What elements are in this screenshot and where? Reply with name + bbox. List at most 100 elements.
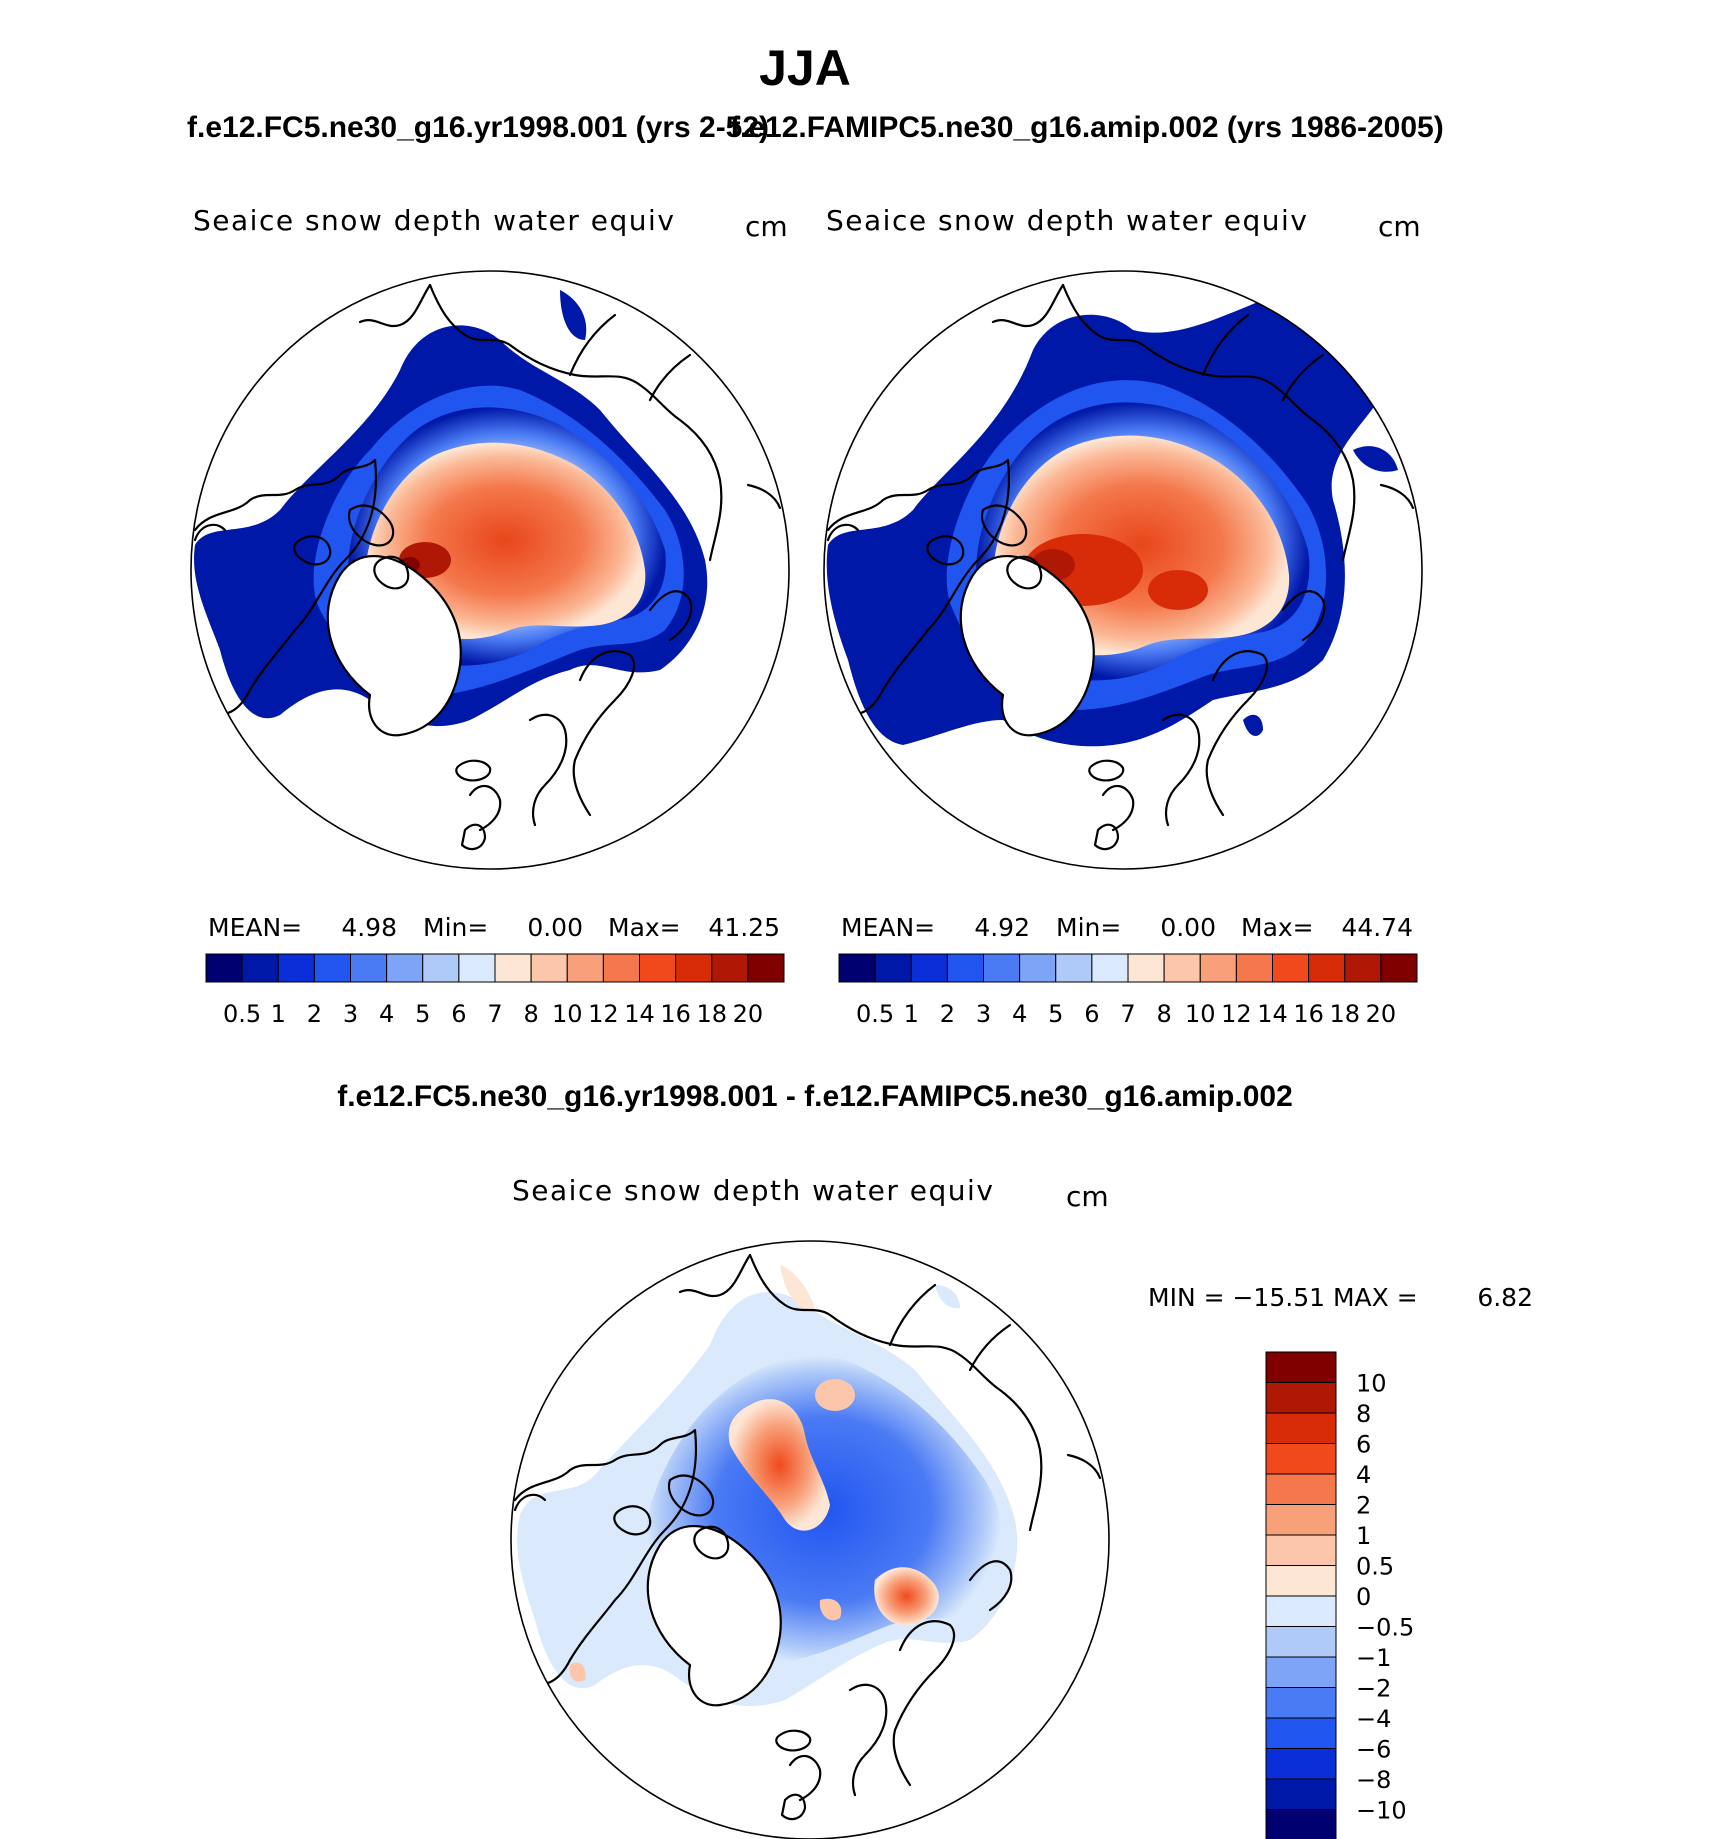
- panel1-colorbar-label: 0.5: [223, 1000, 261, 1028]
- panel-difference: Seaice snow depth water equiv cm MIN = −…: [510, 1174, 1533, 1839]
- panel2-colorbar-label: 0.5: [856, 1000, 894, 1028]
- panel1-colorbar-swatch: [602, 953, 640, 983]
- diff-colorbar-swatch: [1265, 1717, 1337, 1749]
- panel1-max-label: Max=: [608, 913, 681, 942]
- panel1-min-label: Min=: [423, 913, 488, 942]
- panel1-colorbar-swatch: [747, 953, 785, 983]
- panel2-colorbar-swatch: [1380, 953, 1418, 983]
- diff-colorbar-label: 1: [1356, 1522, 1371, 1550]
- panel2-colorbar-swatch: [1019, 953, 1057, 983]
- panel2-colorbar-swatch: [910, 953, 948, 983]
- diff-colorbar-label: 4: [1356, 1461, 1371, 1489]
- diff-colorbar-label: −10: [1356, 1797, 1407, 1825]
- diff-variable: Seaice snow depth water equiv: [512, 1174, 994, 1207]
- greenland-land: [647, 1526, 781, 1706]
- panel2-colorbar-swatch: [983, 953, 1021, 983]
- panel1-colorbar-swatch: [530, 953, 568, 983]
- diff-colorbar-swatch: [1265, 1778, 1337, 1810]
- diff-units: cm: [1066, 1180, 1109, 1213]
- panel1-colorbar-swatch: [386, 953, 424, 983]
- panel1-colorbar-label: 14: [624, 1000, 655, 1028]
- diff-colorbar-label: 2: [1356, 1492, 1371, 1520]
- panel1-colorbar-swatch: [639, 953, 677, 983]
- panel1-colorbar-label: 12: [588, 1000, 619, 1028]
- panel1-colorbar-label: 4: [379, 1000, 394, 1028]
- panel2-colorbar-label: 5: [1048, 1000, 1063, 1028]
- subtitle-left: f.e12.FC5.ne30_g16.yr1998.001 (yrs 2-52): [187, 111, 769, 144]
- greenland-land: [960, 556, 1094, 736]
- panel2-colorbar-label: 12: [1221, 1000, 1252, 1028]
- panel1-units: cm: [745, 210, 788, 243]
- panel1-mean-value: 4.98: [341, 913, 397, 942]
- diff-colorbar-label: −1: [1356, 1644, 1391, 1672]
- panel1-colorbar-label: 16: [660, 1000, 691, 1028]
- panel2-map: [823, 270, 1423, 870]
- panel2-map-boundary: [823, 270, 1423, 870]
- panel2-colorbar-label: 8: [1156, 1000, 1171, 1028]
- diff-colorbar-swatch: [1265, 1687, 1337, 1719]
- panel1-colorbar-label: 7: [487, 1000, 502, 1028]
- diff-colorbar-label: −2: [1356, 1675, 1391, 1703]
- panel1-colorbar-label: 6: [451, 1000, 466, 1028]
- panel2-colorbar-label: 20: [1366, 1000, 1397, 1028]
- panel1-mean-label: MEAN=: [208, 913, 302, 942]
- panel2-colorbar-swatch: [1163, 953, 1201, 983]
- diff-colorbar-swatch: [1265, 1473, 1337, 1505]
- panel2-colorbar-swatch: [1199, 953, 1237, 983]
- diff-colorbar-label: −8: [1356, 1766, 1391, 1794]
- panel1-colorbar-swatch: [494, 953, 532, 983]
- diff-colorbar-label: 0: [1356, 1583, 1371, 1611]
- diff-colorbar-swatch: [1265, 1443, 1337, 1475]
- diff-positive-barents: [874, 1567, 939, 1626]
- panel-model-2: Seaice snow depth water equiv cm MEAN= 4…: [823, 204, 1423, 1028]
- diff-max-value: 6.82: [1477, 1283, 1533, 1312]
- diff-colorbar-swatch: [1265, 1504, 1337, 1536]
- panel2-colorbar-label: 10: [1185, 1000, 1216, 1028]
- diff-positive-small: [819, 1598, 842, 1621]
- panel2-colorbar-swatch: [1308, 953, 1346, 983]
- panel2-colorbar-swatch: [1235, 953, 1273, 983]
- snow-depth-secondary-spot: [1148, 570, 1208, 610]
- diff-positive-central: [728, 1399, 830, 1531]
- panel1-variable: Seaice snow depth water equiv: [193, 204, 675, 237]
- diff-colorbar-swatch: [1265, 1382, 1337, 1414]
- panel1-min-value: 0.00: [527, 913, 583, 942]
- panel1-max-value: 41.25: [708, 913, 780, 942]
- diff-colorbar-swatch: [1265, 1595, 1337, 1627]
- panel1-colorbar-swatch: [458, 953, 496, 983]
- diff-positive-hudson: [569, 1662, 586, 1682]
- panel2-max-value: 44.74: [1341, 913, 1413, 942]
- panel-model-1: Seaice snow depth water equiv cm MEAN= 4…: [190, 204, 790, 1028]
- diff-colorbar-label: 10: [1356, 1370, 1387, 1398]
- panel1-colorbar-label: 2: [307, 1000, 322, 1028]
- panel2-min-label: Min=: [1056, 913, 1121, 942]
- panel2-colorbar-label: 18: [1329, 1000, 1360, 1028]
- panel1-colorbar-swatch: [313, 953, 351, 983]
- panel2-colorbar: 0.5 1 2 3 4 5 6 7 8 10 12 14 16 18 20: [838, 953, 1418, 1028]
- panel2-colorbar-swatch: [1127, 953, 1165, 983]
- diff-colorbar-swatch: [1265, 1656, 1337, 1688]
- figure-title: JJA: [759, 40, 851, 96]
- panel2-colorbar-swatch: [1344, 953, 1382, 983]
- panel1-colorbar: 0.5 1 2 3 4 5 6 7 8 10 12 14 16 18 20: [205, 953, 785, 1028]
- panel1-map: [190, 270, 790, 870]
- panel1-stats: MEAN= 4.98 Min= 0.00 Max= 41.25: [208, 913, 780, 942]
- panel2-stats: MEAN= 4.92 Min= 0.00 Max= 44.74: [841, 913, 1413, 942]
- panel1-colorbar-label: 5: [415, 1000, 430, 1028]
- diff-colorbar-swatch: [1265, 1809, 1337, 1839]
- panel1-colorbar-label: 10: [552, 1000, 583, 1028]
- panel1-map-boundary: [190, 270, 790, 870]
- panel2-mean-label: MEAN=: [841, 913, 935, 942]
- panel2-colorbar-label: 16: [1293, 1000, 1324, 1028]
- panel1-colorbar-swatch: [422, 953, 460, 983]
- sea-ice-baltic: [1243, 714, 1263, 736]
- panel2-units: cm: [1378, 210, 1421, 243]
- diff-colorbar-label: −6: [1356, 1736, 1391, 1764]
- diff-map-boundary: [510, 1240, 1110, 1839]
- panel2-colorbar-label: 4: [1012, 1000, 1027, 1028]
- panel2-colorbar-label: 7: [1120, 1000, 1135, 1028]
- panel1-colorbar-swatch: [205, 953, 243, 983]
- diff-colorbar-label: −0.5: [1356, 1614, 1414, 1642]
- panel2-colorbar-label: 6: [1084, 1000, 1099, 1028]
